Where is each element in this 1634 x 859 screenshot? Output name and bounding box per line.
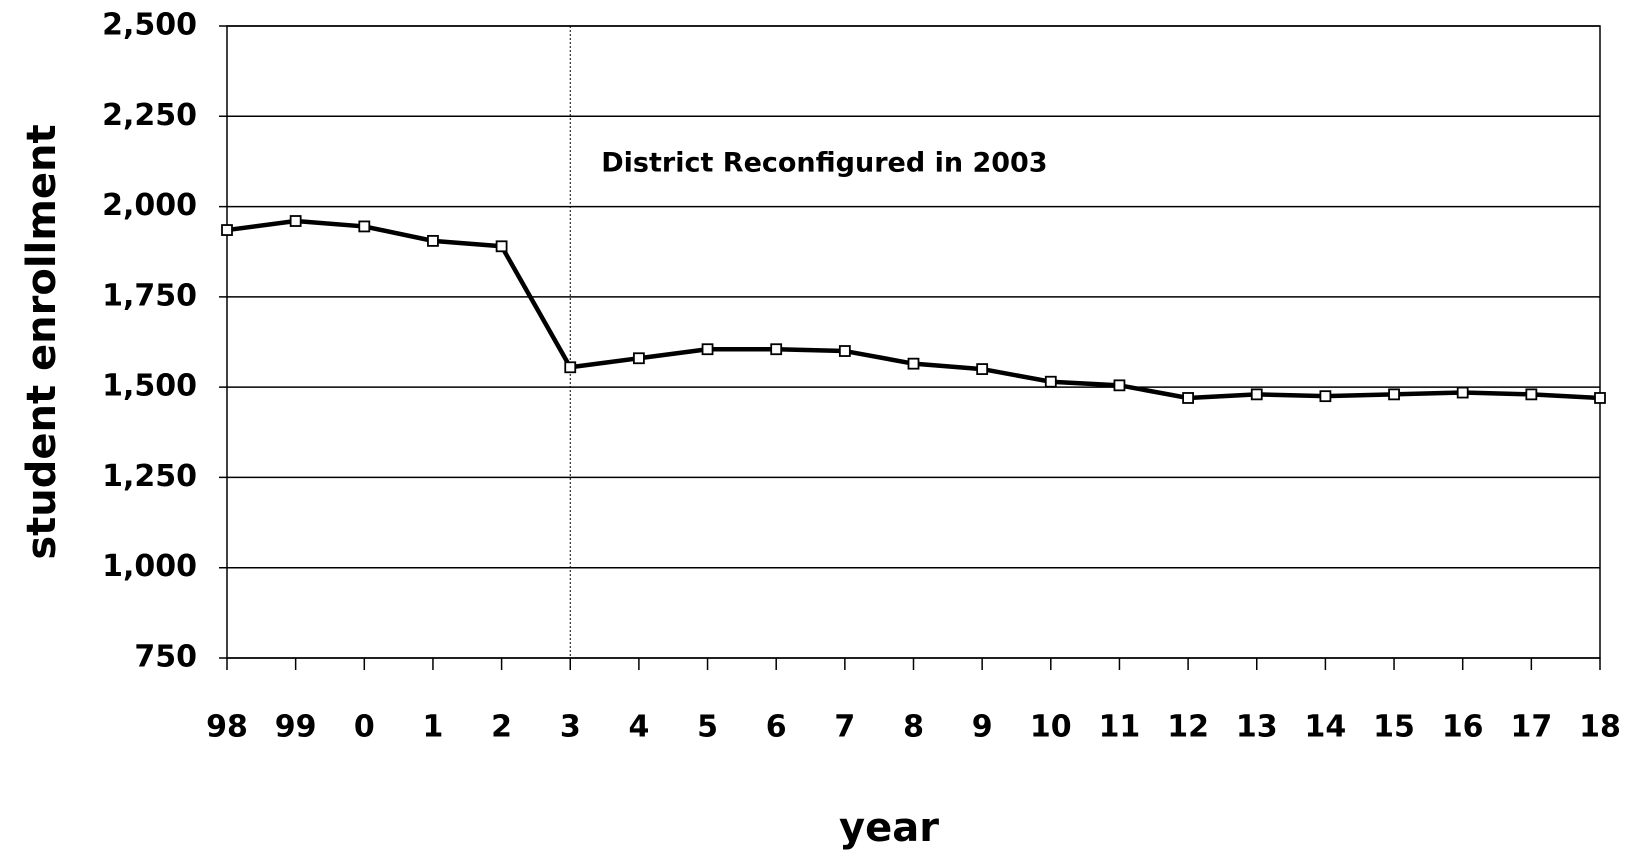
y-tick-label: 1,250 [102,459,197,494]
marker [495,240,508,253]
y-tick-label: 1,000 [102,549,197,584]
x-tick-label: 1 [423,710,444,745]
x-tick-label: 17 [1510,710,1552,745]
plot-area [226,25,1601,659]
marker [633,352,645,365]
marker [701,343,714,356]
marker [1113,379,1126,392]
marker [1594,392,1606,404]
marker [1525,388,1538,401]
marker [907,357,920,370]
x-tick-label: 10 [1030,710,1072,745]
marker [427,234,439,247]
marker [564,361,577,374]
x-tick-label: 15 [1373,710,1415,745]
x-tick-label: 12 [1167,710,1209,745]
y-tick-label: 2,500 [102,8,197,43]
marker [358,220,371,233]
marker [1182,392,1194,404]
x-tick-label: 3 [560,710,581,745]
marker [838,345,851,357]
x-axis-label: year [839,805,939,851]
y-tick-label: 2,250 [102,98,197,133]
marker [1456,386,1469,399]
marker [289,215,302,227]
marker [1044,375,1057,388]
x-tick-label: 18 [1579,710,1621,745]
x-tick-label: 98 [206,710,248,745]
x-tick-label: 7 [834,710,855,745]
x-tick-label: 6 [766,710,787,745]
y-tick-label: 750 [134,640,197,675]
marker [976,363,989,375]
series-line [226,218,1601,401]
x-tick-label: 2 [491,710,512,745]
x-tick-label: 4 [628,710,649,745]
marker [1388,388,1400,401]
marker [1319,390,1332,403]
marker [770,343,783,356]
x-tick-label: 13 [1236,710,1278,745]
x-tick-label: 14 [1305,710,1347,745]
x-tick-label: 16 [1442,710,1484,745]
x-tick-label: 9 [972,710,993,745]
annotation: District Reconfigured in 2003 [601,148,1047,179]
x-tick-label: 11 [1099,710,1141,745]
x-tick-label: 8 [903,710,924,745]
y-tick-label: 1,750 [102,278,197,313]
y-tick-label: 2,000 [102,188,197,223]
x-tick-label: 99 [275,710,317,745]
y-tick-label: 1,500 [102,369,197,404]
x-tick-label: 5 [697,710,718,745]
y-axis-label: student enrollment [19,124,65,559]
marker [1250,388,1263,401]
marker [221,224,233,236]
x-tick-label: 0 [354,710,375,745]
